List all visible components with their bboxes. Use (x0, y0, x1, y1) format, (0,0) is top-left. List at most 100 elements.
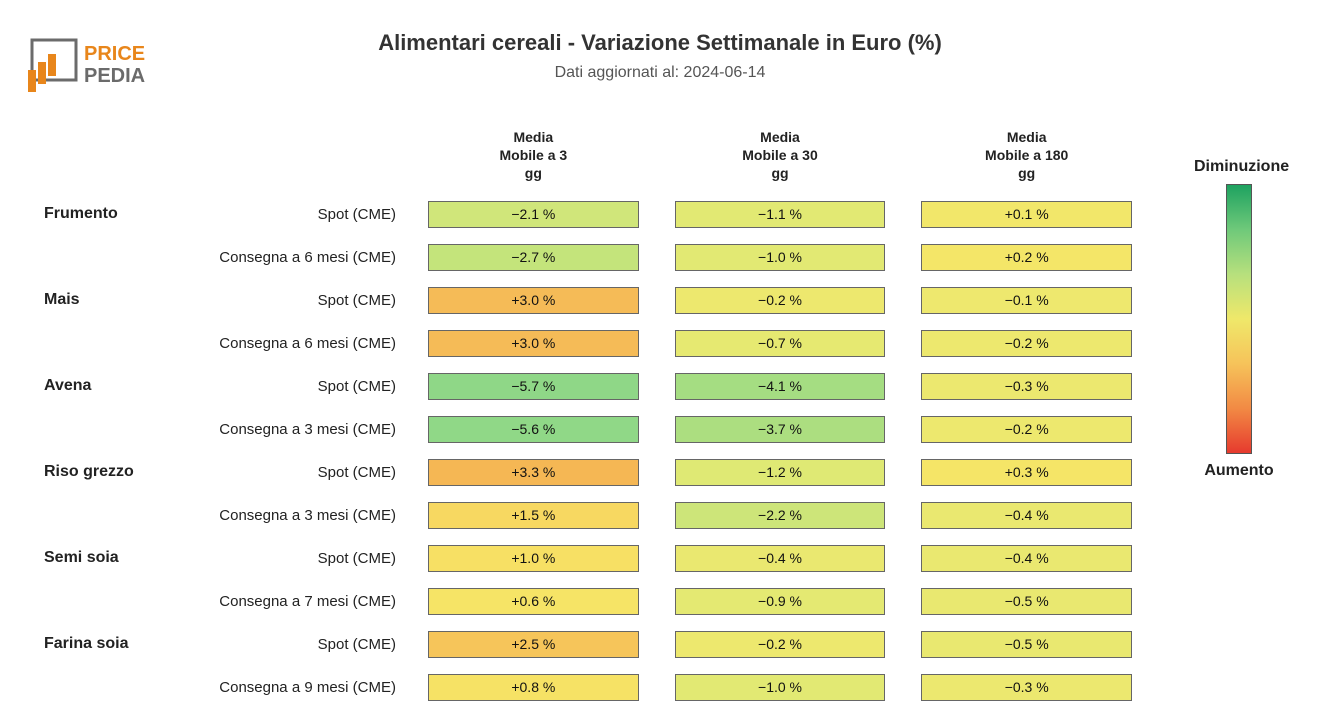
heatmap-cell: −0.4 % (921, 545, 1132, 572)
heatmap-cell: −0.2 % (921, 416, 1132, 443)
row-label: Spot (CME) (200, 292, 410, 309)
heatmap-cell-wrap: +0.2 % (903, 236, 1150, 279)
column-header-line: Media (760, 129, 800, 145)
heatmap-cell-wrap: −5.6 % (410, 408, 657, 451)
chart-subtitle: Dati aggiornati al: 2024-06-14 (0, 64, 1320, 82)
heatmap-cell-wrap: −0.9 % (657, 580, 904, 623)
heatmap-cell-wrap: +3.3 % (410, 451, 657, 494)
heatmap-grid: MediaMobile a 3ggMediaMobile a 30ggMedia… (40, 128, 1150, 709)
category-label: Mais (40, 291, 200, 309)
heatmap-cell: +3.3 % (428, 459, 639, 486)
heatmap-cell-wrap: −2.7 % (410, 236, 657, 279)
heatmap-cell: −0.9 % (675, 588, 886, 615)
heatmap-cell: +2.5 % (428, 631, 639, 658)
heatmap-cell: −2.2 % (675, 502, 886, 529)
heatmap-cell: −0.5 % (921, 588, 1132, 615)
column-header: MediaMobile a 30gg (657, 128, 904, 183)
table-row: Semi soiaSpot (CME)+1.0 %−0.4 %−0.4 % (40, 537, 1150, 580)
column-header: Media Mobile a 180 gg (903, 128, 1150, 183)
heatmap-cell: −0.3 % (921, 674, 1132, 701)
table-row: Farina soiaSpot (CME) +2.5 % −0.2 % −0.5 % (40, 623, 1150, 666)
heatmap-cell-wrap: +0.1 % (903, 193, 1150, 236)
row-label: Spot (CME) (200, 550, 410, 567)
heatmap-cell-wrap: −2.1 % (410, 193, 657, 236)
heatmap-cell: +0.1 % (921, 201, 1132, 228)
logo-text-bottom: PEDIA (84, 65, 145, 87)
heatmap-cell: −0.5 % (921, 631, 1132, 658)
heatmap-cell: −3.7 % (675, 416, 886, 443)
heatmap-cell: +0.8 % (428, 674, 639, 701)
heatmap-cell-wrap: −0.4 % (903, 537, 1150, 580)
heatmap-cell: +1.0 % (428, 545, 639, 572)
heatmap-cell-wrap: +0.8 % (410, 666, 657, 709)
heatmap-cell-wrap: −0.5 % (903, 623, 1150, 666)
column-headers: MediaMobile a 3ggMediaMobile a 30ggMedia… (40, 128, 1150, 183)
heatmap-cell-wrap: −0.2 % (903, 408, 1150, 451)
heatmap-cell: −4.1 % (675, 373, 886, 400)
heatmap-cell-wrap: −0.5 % (903, 580, 1150, 623)
row-label: Consegna a 6 mesi (CME) (200, 335, 410, 352)
heatmap-cell: −0.4 % (921, 502, 1132, 529)
column-header-line: Mobile a 180 (985, 147, 1068, 163)
heatmap-cell-wrap: −0.3 % (903, 666, 1150, 709)
chart-title: Alimentari cereali - Variazione Settiman… (0, 30, 1320, 56)
heatmap-cell-wrap: −0.3 % (903, 365, 1150, 408)
logo-text-top: PRICE (84, 43, 145, 65)
legend-top-label: Diminuzione (1194, 158, 1284, 176)
column-header-line: gg (1018, 165, 1035, 181)
logo-svg: PRICE PEDIA (28, 36, 168, 92)
heatmap-cell-wrap: −1.2 % (657, 451, 904, 494)
heatmap-cell: −1.0 % (675, 674, 886, 701)
heatmap-cell: −1.1 % (675, 201, 886, 228)
category-label: Farina soia (40, 635, 200, 653)
legend-bottom-label: Aumento (1194, 462, 1284, 480)
title-block: Alimentari cereali - Variazione Settiman… (0, 0, 1320, 82)
heatmap-cell-wrap: +1.5 % (410, 494, 657, 537)
category-label: Riso grezzo (40, 463, 200, 481)
heatmap-cell: −0.2 % (921, 330, 1132, 357)
heatmap-cell-wrap: −0.1 % (903, 279, 1150, 322)
category-label: Frumento (40, 205, 200, 223)
legend-gradient-bar (1226, 184, 1252, 454)
heatmap-cell-wrap: −0.7 % (657, 322, 904, 365)
heatmap-cell: +3.0 % (428, 330, 639, 357)
heatmap-cell: −0.2 % (675, 287, 886, 314)
heatmap-cell-wrap: −1.1 % (657, 193, 904, 236)
heatmap-cell-wrap: −1.0 % (657, 666, 904, 709)
column-header-line: gg (771, 165, 788, 181)
heatmap-cell: −1.2 % (675, 459, 886, 486)
heatmap-cell: −0.7 % (675, 330, 886, 357)
heatmap-cell-wrap: −0.4 % (903, 494, 1150, 537)
heatmap-cell: −5.7 % (428, 373, 639, 400)
heatmap-cell-wrap: +2.5 % (410, 623, 657, 666)
heatmap-cell-wrap: +0.6 % (410, 580, 657, 623)
heatmap-cell-wrap: −1.0 % (657, 236, 904, 279)
heatmap-cell-wrap: −0.2 % (657, 279, 904, 322)
row-label: Spot (CME) (200, 378, 410, 395)
table-row: Riso grezzoSpot (CME)+3.3 %−1.2 %+0.3 % (40, 451, 1150, 494)
heatmap-cell: −0.2 % (675, 631, 886, 658)
heatmap-cell: −5.6 % (428, 416, 639, 443)
heatmap-cell-wrap: −4.1 % (657, 365, 904, 408)
pricepedia-logo: PRICE PEDIA (28, 36, 168, 92)
heatmap-cell: +0.6 % (428, 588, 639, 615)
heatmap-cell: −2.1 % (428, 201, 639, 228)
heatmap-cell-wrap: +3.0 % (410, 322, 657, 365)
row-label: Consegna a 3 mesi (CME) (200, 507, 410, 524)
heatmap-cell: +0.2 % (921, 244, 1132, 271)
row-label: Consegna a 7 mesi (CME) (200, 593, 410, 610)
heatmap-cell-wrap: −0.4 % (657, 537, 904, 580)
heatmap-cell: −0.4 % (675, 545, 886, 572)
table-row: Consegna a 6 mesi (CME)−2.7 %−1.0 % +0.2 … (40, 236, 1150, 279)
category-label: Avena (40, 377, 200, 395)
table-row: Consegna a 7 mesi (CME) +0.6 % −0.9 % −0.5 … (40, 580, 1150, 623)
table-row: FrumentoSpot (CME)−2.1 %−1.1 %+0.1 % (40, 193, 1150, 236)
row-label: Spot (CME) (200, 636, 410, 653)
column-header-line: Media (1007, 129, 1047, 145)
color-legend: Diminuzione Aumento (1194, 150, 1284, 488)
column-header-line: Mobile a 3 (499, 147, 567, 163)
heatmap-cell-wrap: +0.3 % (903, 451, 1150, 494)
row-label: Consegna a 6 mesi (CME) (200, 249, 410, 266)
heatmap-cell: +1.5 % (428, 502, 639, 529)
heatmap-cell-wrap: −0.2 % (657, 623, 904, 666)
